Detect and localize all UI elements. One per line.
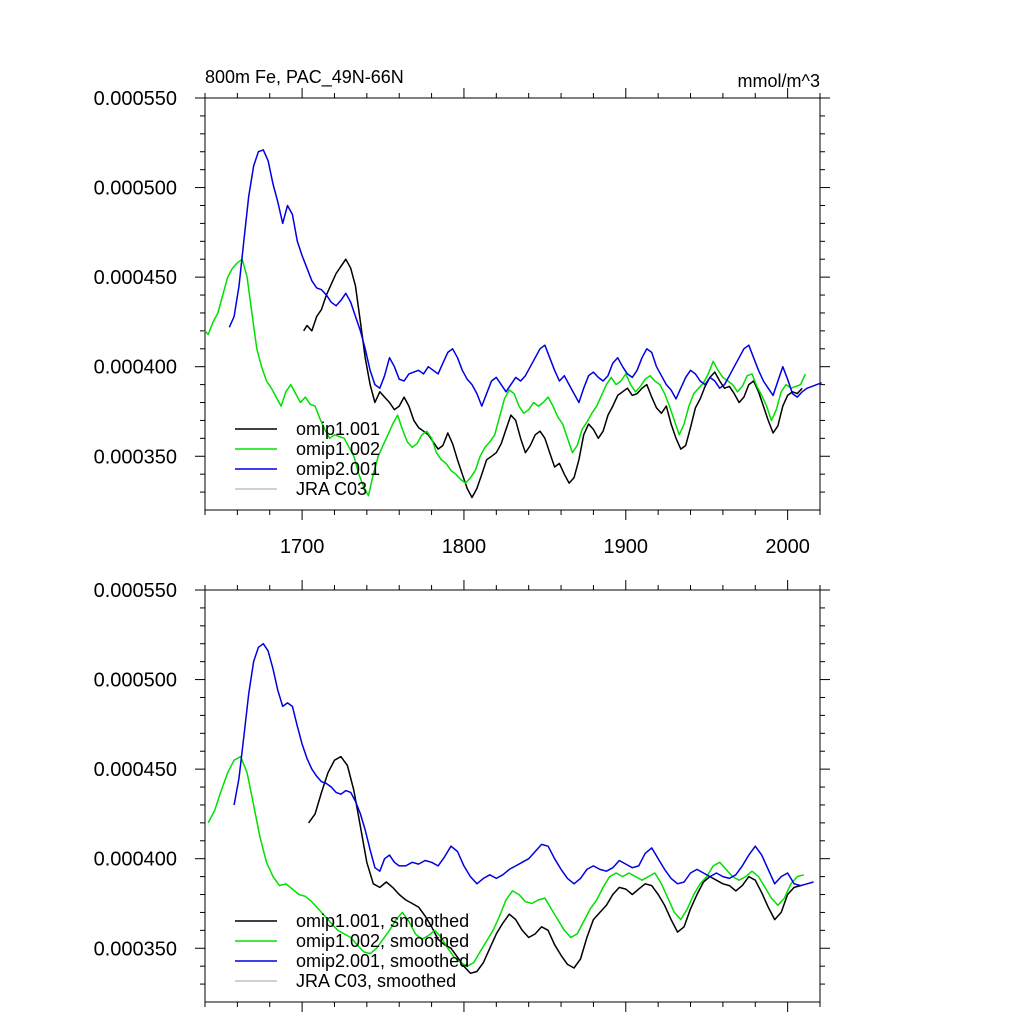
top-x-tick-label: 1700 (280, 536, 325, 558)
top-panel-title: 800m Fe, PAC_49N-66N (205, 67, 404, 88)
top-legend-label: omip2.001 (296, 459, 380, 479)
top-panel: 800m Fe, PAC_49N-66N mmol/m^3 1700 1800 19… (94, 67, 830, 558)
bottom-panel: 0.000350 0.000400 0.000450 0.000500 0.000550… (94, 580, 830, 1012)
top-series-omip1-002 (204, 258, 807, 497)
bottom-series-omip1-001-smoothed (307, 755, 801, 975)
bottom-series-omip1-002-smoothed (207, 755, 805, 967)
bottom-y-tick-label: 0.000400 (94, 849, 177, 871)
top-y-tick-label: 0.000400 (94, 357, 177, 379)
bottom-legend-label: omip1.002, smoothed (296, 931, 469, 951)
top-panel-units: mmol/m^3 (738, 71, 820, 91)
top-plot-frame (204, 97, 821, 511)
top-y-tick-label: 0.000500 (94, 178, 177, 200)
top-y-tick-label: 0.000550 (94, 88, 177, 110)
top-legend-label: omip1.002 (296, 439, 380, 459)
bottom-series-omip2-001-smoothed (233, 642, 814, 887)
bottom-y-tick-label: 0.000550 (94, 580, 177, 602)
top-y-tick-label: 0.000350 (94, 446, 177, 468)
top-x-tick-label: 2000 (765, 536, 810, 558)
top-y-tick-label: 0.000450 (94, 267, 177, 289)
bottom-plot-frame (204, 589, 821, 1003)
top-series-omip1-001 (303, 258, 803, 499)
top-x-tick-label: 1900 (604, 536, 649, 558)
top-x-tick-label: 1800 (442, 536, 487, 558)
top-legend-label: JRA C03 (296, 479, 367, 499)
top-legend-label: omip1.001 (296, 419, 380, 439)
top-series-omip2-001 (228, 149, 822, 407)
bottom-legend-label: omip2.001, smoothed (296, 951, 469, 971)
bottom-y-tick-label: 0.000350 (94, 938, 177, 960)
bottom-legend-label: omip1.001, smoothed (296, 911, 469, 931)
bottom-y-tick-label: 0.000450 (94, 759, 177, 781)
bottom-y-tick-label: 0.000500 (94, 670, 177, 692)
bottom-legend-label: JRA C03, smoothed (296, 971, 456, 991)
